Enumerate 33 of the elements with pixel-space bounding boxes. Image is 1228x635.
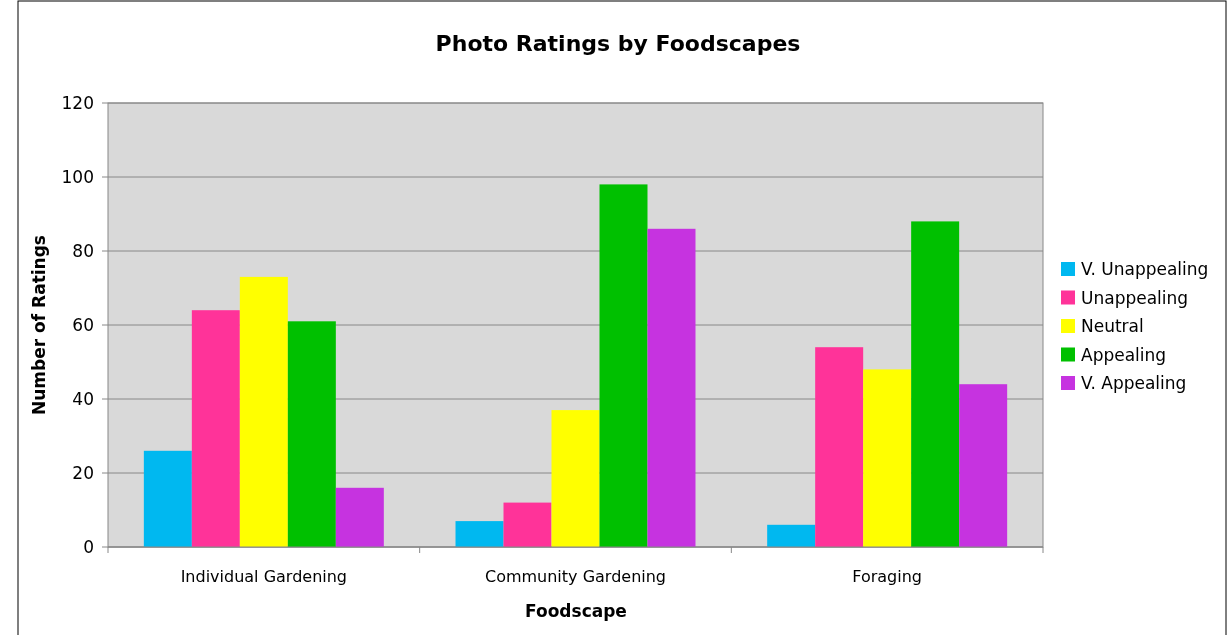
x-tick-label: Foraging	[852, 567, 923, 586]
bar	[455, 521, 504, 547]
legend-label: Unappealing	[1081, 287, 1189, 308]
bar	[863, 369, 912, 547]
legend-label: Neutral	[1081, 316, 1144, 336]
y-tick-label: 20	[72, 463, 94, 483]
y-tick-label: 100	[61, 167, 94, 187]
bar	[647, 228, 696, 547]
bar	[143, 450, 192, 547]
bar	[815, 347, 864, 547]
bar	[551, 410, 600, 547]
bar	[959, 384, 1008, 547]
legend-label: Appealing	[1081, 344, 1167, 365]
bar	[767, 524, 816, 547]
y-tick-label: 80	[72, 241, 94, 261]
legend-label: V. Unappealing	[1081, 259, 1209, 279]
bar	[503, 502, 552, 547]
bar	[911, 221, 960, 547]
y-tick-label: 0	[83, 537, 94, 557]
chart-title: Photo Ratings by Foodscapes	[435, 31, 801, 56]
y-tick-label: 60	[72, 315, 94, 335]
bar	[239, 276, 288, 547]
legend-label: V. Appealing	[1081, 373, 1187, 393]
y-axis-title: Number of Ratings	[29, 235, 49, 415]
bar	[599, 184, 648, 547]
bar	[287, 321, 336, 547]
x-tick-label: Community Gardening	[484, 567, 667, 586]
x-axis-title: Foodscape	[525, 601, 627, 621]
y-tick-label: 120	[61, 93, 94, 113]
x-tick-label: Individual Gardening	[180, 567, 348, 586]
bar	[335, 487, 384, 547]
bar	[191, 310, 240, 547]
y-tick-label: 40	[72, 389, 94, 409]
